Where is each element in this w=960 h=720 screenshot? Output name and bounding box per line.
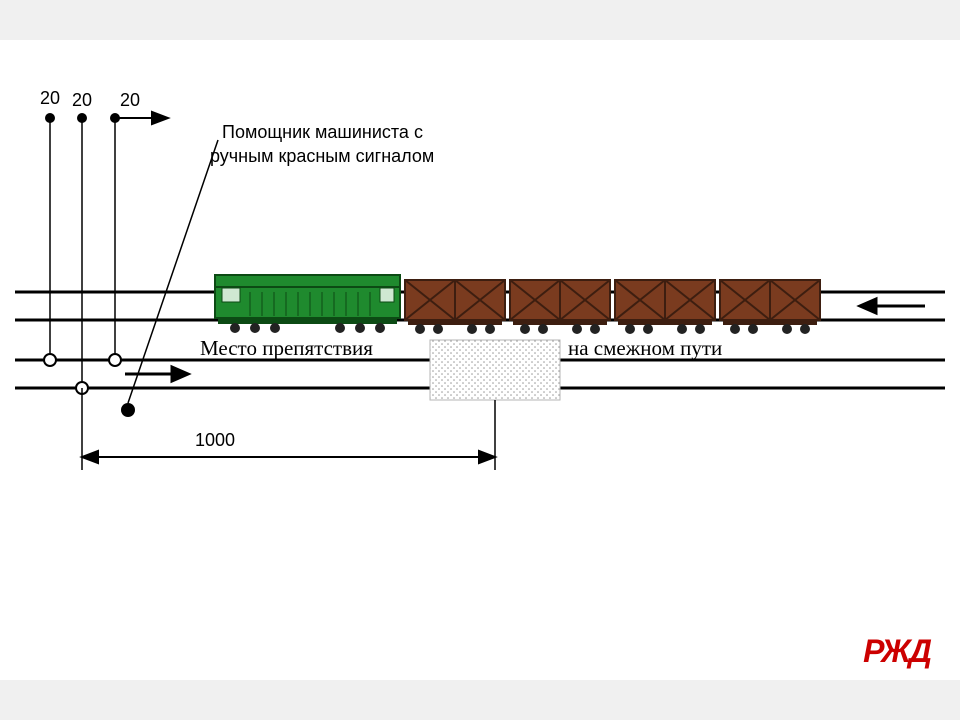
page-canvas: 20 20 20 Помощник машиниста с ручным кра…	[0, 40, 960, 680]
obstacle-label-right: на смежном пути	[568, 336, 722, 361]
obstacle-label-left: Место препятствия	[200, 336, 373, 361]
freight-wagons	[405, 280, 820, 334]
petard-guides	[50, 118, 115, 382]
petard-label-1: 20	[40, 88, 60, 109]
caption-line-2: ручным красным сигналом	[210, 146, 434, 167]
caption-line-1: Помощник машиниста с	[222, 122, 423, 143]
railway-diagram	[0, 40, 960, 680]
petard-label-2: 20	[72, 90, 92, 111]
petard-label-3: 20	[120, 90, 140, 111]
direction-arrow-lower	[125, 367, 188, 381]
obstacle-area	[430, 340, 560, 400]
petard-spacing-marks	[46, 112, 168, 124]
rzd-logo: РЖД	[863, 633, 930, 670]
dimension-1000	[82, 451, 495, 463]
direction-arrow-upper	[860, 299, 925, 313]
locomotive	[215, 275, 400, 333]
distance-label: 1000	[195, 430, 235, 451]
